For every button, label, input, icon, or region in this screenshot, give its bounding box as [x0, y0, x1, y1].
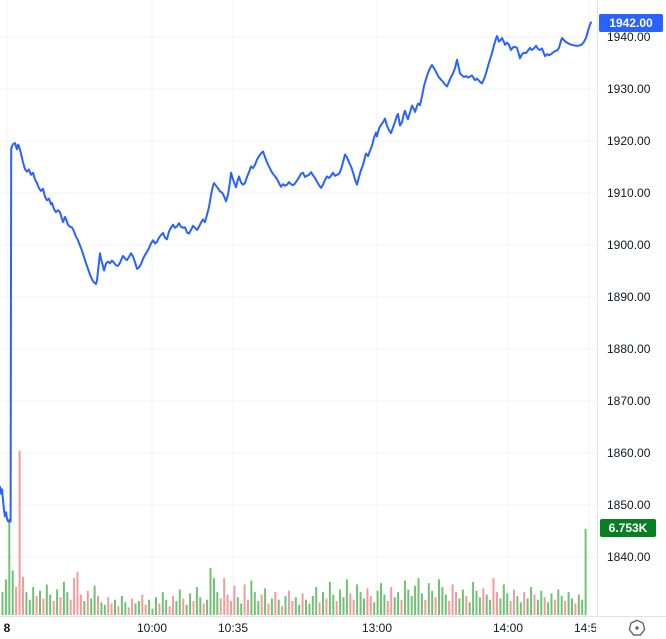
time-tick-label: 8	[3, 621, 11, 635]
price-tick-label: 1940.00	[607, 30, 651, 44]
time-tick-label: 14:55	[573, 621, 596, 635]
price-tick-label: 1870.00	[607, 394, 651, 408]
price-tick-label: 1930.00	[607, 82, 651, 96]
axis-settings-button[interactable]	[627, 618, 647, 638]
time-tick-label: 10:35	[217, 621, 249, 635]
time-tick-label: 13:00	[361, 621, 393, 635]
price-tick-label: 1900.00	[607, 238, 651, 252]
price-tick-label: 1860.00	[607, 446, 651, 460]
price-tick-label: 1850.00	[607, 498, 651, 512]
time-axis[interactable]: 8 10:00 10:35 13:00 14:00 14:55	[0, 616, 666, 639]
gear-target-icon	[628, 619, 646, 636]
price-tick-label: 1840.00	[607, 550, 651, 564]
time-labels: 8 10:00 10:35 13:00 14:00 14:55	[0, 617, 596, 639]
last-volume-badge: 6.753K	[600, 519, 656, 537]
last-price-badge: 1942.00	[599, 14, 663, 32]
time-tick-label: 14:00	[492, 621, 524, 635]
price-axis[interactable]: 1940.00 1930.00 1920.00 1910.00 1900.00 1890.…	[597, 0, 666, 616]
price-tick-label: 1910.00	[607, 186, 651, 200]
price-tick-label: 1920.00	[607, 134, 651, 148]
price-tick-label: 1880.00	[607, 342, 651, 356]
price-tick-label: 1890.00	[607, 290, 651, 304]
time-tick-label: 10:00	[136, 621, 168, 635]
